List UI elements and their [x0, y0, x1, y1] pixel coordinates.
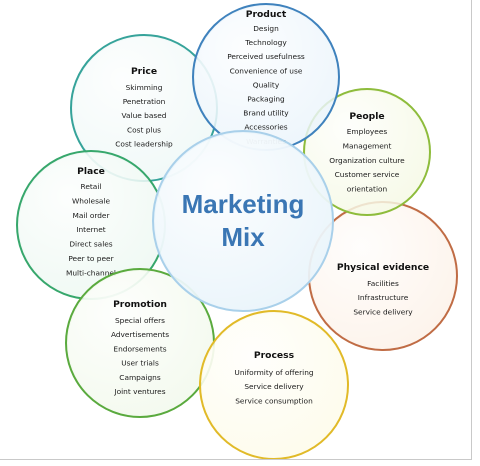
circle-place-gloss: [19, 153, 163, 297]
circle-place-item: Peer to peer: [68, 254, 114, 263]
circle-price-item: Skimming: [126, 83, 163, 92]
circle-process-item: Service delivery: [244, 382, 304, 391]
circle-people: People Employees Management Organization cu…: [303, 88, 431, 216]
circle-product-item: Quality: [253, 80, 280, 89]
circle-place-item: Internet: [76, 225, 105, 234]
circle-product-item: Accessories: [244, 123, 287, 132]
circle-product-item: Packaging: [247, 95, 285, 104]
circle-process-gloss: [202, 313, 346, 457]
circle-product-title: Product: [246, 9, 287, 20]
circle-physical-evidence-gloss: [311, 204, 455, 348]
frame-bottom-border: [0, 459, 472, 460]
circle-physical-evidence: Physical evidence Facilities Infrastructur…: [308, 201, 458, 351]
circle-price-gloss: [73, 37, 215, 179]
circle-people-item: Customer service: [335, 170, 400, 179]
center-title-line-2: Mix: [221, 222, 265, 252]
circle-product-item: Design: [253, 24, 279, 33]
circle-process-item: Service consumption: [235, 396, 313, 405]
circle-place-item: Multi-channel: [66, 268, 116, 277]
circle-promotion-item: Joint ventures: [113, 387, 165, 396]
circle-promotion: Promotion Special offers Advertisements End…: [65, 268, 215, 418]
circle-price-item: Cost plus: [127, 125, 161, 134]
circle-place-item: Mail order: [72, 211, 110, 220]
center-circle-gloss: [155, 133, 331, 309]
circle-product-item: Convenience of use: [230, 66, 303, 75]
circle-promotion-item: Special offers: [115, 316, 165, 325]
center-title-line-1: Marketing: [182, 189, 305, 219]
circle-people-gloss: [306, 91, 428, 213]
circle-product: Product Design Technology Perceived usefuln…: [192, 3, 340, 151]
circle-product-gloss: [195, 6, 337, 148]
circle-physical-evidence-item: Service delivery: [353, 307, 413, 316]
circle-price: Price Skimming Penetration Value based Cost …: [70, 34, 218, 182]
circle-physical-evidence-item: Facilities: [367, 279, 399, 288]
circle-process: Process Uniformity of offering Service del…: [199, 310, 349, 460]
circle-process-title: Process: [254, 350, 295, 361]
circle-price-item: Penetration: [123, 97, 166, 106]
circle-people-item: Employees: [347, 127, 388, 136]
circle-place-item: Retail: [81, 182, 102, 191]
circle-physical-evidence-item: Infrastructure: [358, 293, 409, 302]
circle-place-item: Direct sales: [69, 240, 112, 249]
circle-price-title: Price: [131, 66, 157, 77]
circle-place-item: Wholesale: [72, 196, 111, 205]
circle-people-item: orientation: [347, 185, 388, 194]
circle-promotion-item: Advertisements: [111, 330, 169, 339]
circle-product-item: Brand utility: [243, 109, 289, 118]
circle-price-item: Cost leadership: [115, 139, 173, 148]
circle-product-item: Technology: [244, 38, 287, 47]
frame-right-border: [471, 0, 472, 460]
circle-promotion-item: Campaigns: [119, 373, 161, 382]
circle-promotion-title: Promotion: [113, 299, 167, 310]
circle-promotion-item: Endorsements: [113, 344, 166, 353]
circle-people-item: Organization culture: [329, 156, 405, 165]
circle-promotion-item: User trials: [121, 359, 159, 368]
circle-people-title: People: [349, 111, 384, 122]
circle-place-title: Place: [77, 166, 105, 177]
circle-process-item: Uniformity of offering: [234, 368, 313, 377]
circle-product-item: Perceived usefulness: [227, 52, 305, 61]
circle-price-item: Value based: [122, 111, 167, 120]
circle-physical-evidence-title: Physical evidence: [337, 262, 429, 273]
circle-people-item: Management: [343, 141, 392, 150]
circle-place: Place Retail Wholesale Mail order Internet Di…: [16, 150, 166, 300]
circle-promotion-gloss: [68, 271, 212, 415]
